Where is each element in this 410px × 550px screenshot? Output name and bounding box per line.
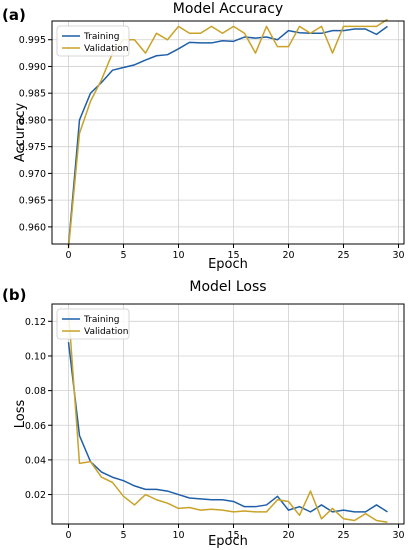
x-tick-label: 20 xyxy=(282,530,294,541)
plot-frame xyxy=(51,303,405,525)
loss-chart: 0 5 10 15 20 25 30 0.02 0.04 0.06 0.08 0.10 0.12 Mode… xyxy=(13,279,405,549)
y-tick-label: 0.960 xyxy=(19,222,46,233)
y-tick-label: 0.970 xyxy=(19,169,46,180)
y-tick-label: 0.06 xyxy=(25,421,46,432)
x-tick-label: 30 xyxy=(392,530,404,541)
legend-label-validation: Validation xyxy=(84,327,128,337)
y-tick-label: 0.08 xyxy=(25,386,46,397)
y-tick-label: 0.10 xyxy=(25,351,46,362)
y-tick-label: 0.980 xyxy=(19,115,46,126)
chart-title: Model Loss xyxy=(189,279,266,295)
x-tick-label: 25 xyxy=(337,250,349,261)
x-tick-label: 20 xyxy=(282,250,294,261)
x-tick-label: 10 xyxy=(172,250,184,261)
y-tick-label: 0.995 xyxy=(19,35,46,46)
legend-label-validation: Validation xyxy=(84,44,128,54)
x-tick-label: 10 xyxy=(172,530,184,541)
chart-title: Model Accuracy xyxy=(173,1,283,17)
y-tick-label: 0.985 xyxy=(19,89,46,100)
y-tick-label: 0.975 xyxy=(19,142,46,153)
plot-frame xyxy=(51,20,405,245)
y-tick-label: 0.04 xyxy=(25,455,46,466)
panel-label-a: (a) xyxy=(2,6,26,24)
series-line-training xyxy=(67,342,388,513)
panel-label-b: (b) xyxy=(2,286,26,304)
x-tick-label: 5 xyxy=(120,530,126,541)
x-tick-label: 0 xyxy=(65,250,71,261)
y-tick-label: 0.12 xyxy=(25,317,46,328)
y-tick-label: 0.965 xyxy=(19,196,46,207)
x-axis-label: Epoch xyxy=(208,257,248,272)
series-line-validation xyxy=(67,310,388,524)
x-tick-label: 30 xyxy=(392,250,404,261)
y-axis-label: Loss xyxy=(13,400,28,429)
x-tick-label: 15 xyxy=(227,250,239,261)
y-tick-label: 0.02 xyxy=(25,490,46,501)
series-line-training xyxy=(67,25,388,246)
legend-label-training: Training xyxy=(83,315,120,325)
y-axis-label: Accuracy xyxy=(13,103,28,163)
x-axis-label: Epoch xyxy=(208,534,248,549)
x-tick-label: 0 xyxy=(65,530,71,541)
x-tick-label: 25 xyxy=(337,530,349,541)
y-tick-label: 0.990 xyxy=(19,62,46,73)
legend-label-training: Training xyxy=(83,32,120,42)
accuracy-chart: 0 5 10 15 20 25 30 0.960 0.965 0.970 0.975 0.980 0.9… xyxy=(13,1,405,272)
x-tick-label: 15 xyxy=(227,530,239,541)
x-tick-label: 5 xyxy=(120,250,126,261)
